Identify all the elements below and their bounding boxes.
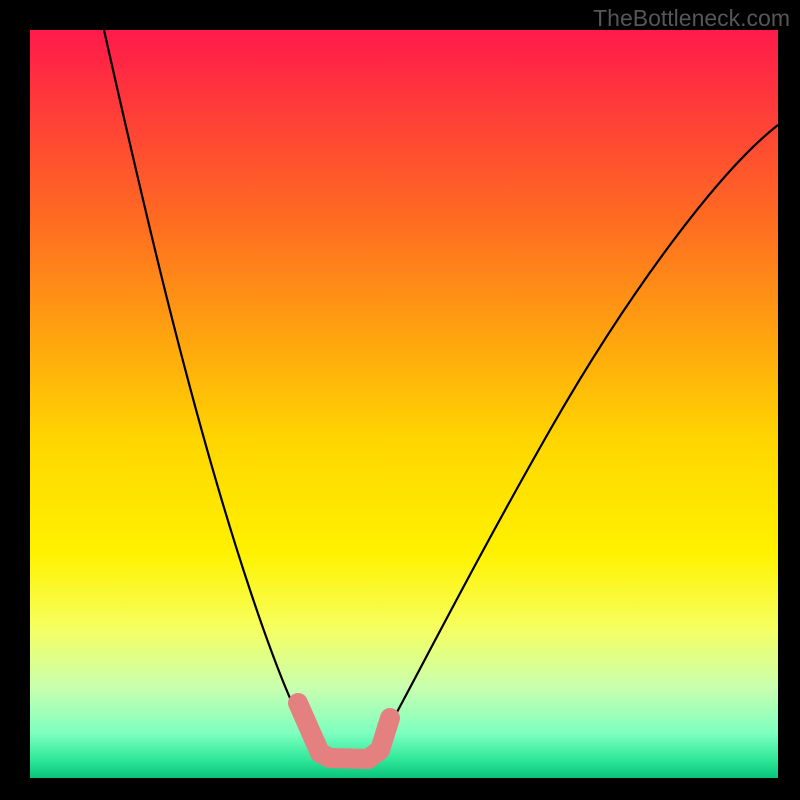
chart-frame: TheBottleneck.com — [0, 0, 800, 800]
watermark-text: TheBottleneck.com — [593, 5, 790, 32]
gradient-background — [30, 30, 778, 778]
plot-svg — [30, 30, 778, 778]
